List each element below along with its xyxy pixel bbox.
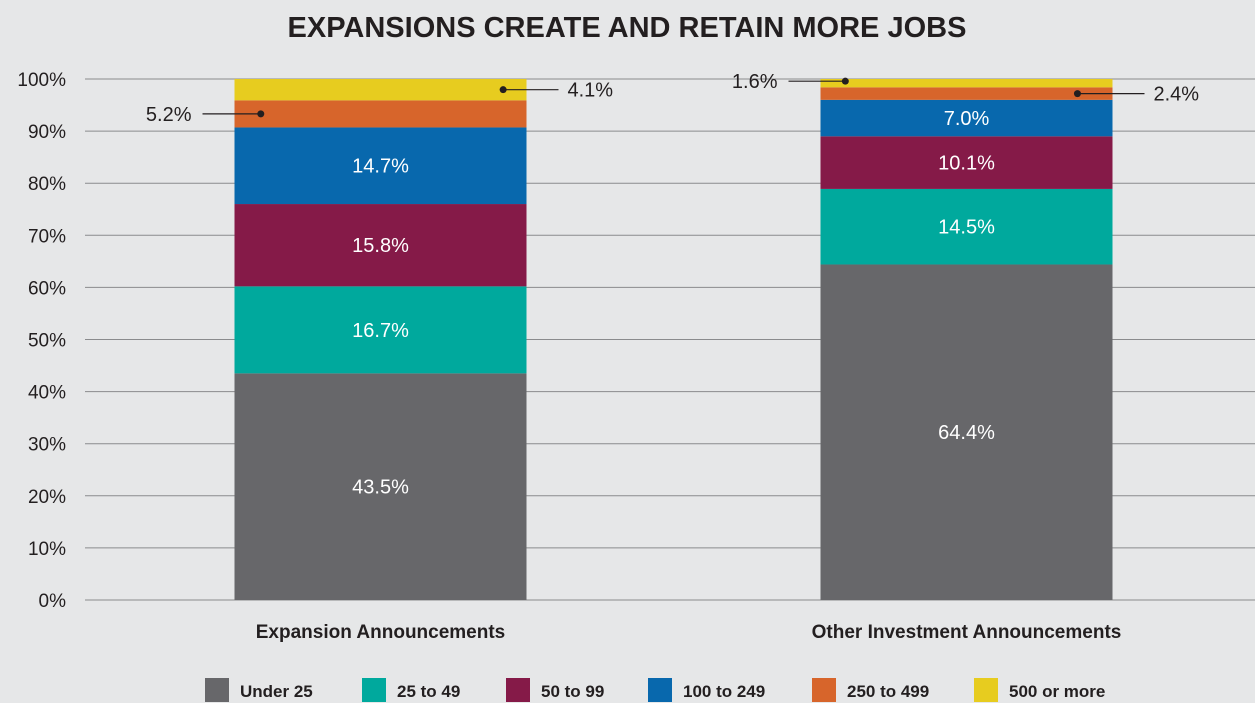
y-tick-label: 70% bbox=[28, 226, 66, 247]
bar-segment bbox=[234, 286, 527, 374]
y-tick-label: 20% bbox=[28, 487, 66, 508]
data-label: 4.1% bbox=[568, 80, 614, 102]
bars bbox=[234, 79, 1113, 600]
bar-segment bbox=[234, 127, 527, 205]
y-tick-label: 40% bbox=[28, 383, 66, 404]
bar-segment bbox=[820, 87, 1113, 100]
legend-label: 500 or more bbox=[1009, 682, 1105, 701]
data-label: 14.5% bbox=[938, 217, 995, 239]
bar-segment bbox=[820, 264, 1113, 600]
data-label: 14.7% bbox=[352, 156, 409, 178]
data-labels: 43.5% 16.7% 15.8% 14.7% 5.2% 4.1% 64.4% 14.5% 10… bbox=[146, 71, 1199, 499]
y-tick-label: 100% bbox=[17, 70, 66, 91]
x-axis-categories: Expansion Announcements Other Investment … bbox=[256, 622, 1122, 643]
legend-label: 100 to 249 bbox=[683, 682, 765, 701]
data-label: 64.4% bbox=[938, 422, 995, 444]
data-label: 2.4% bbox=[1154, 84, 1200, 106]
bar-segment bbox=[820, 79, 1113, 88]
callout-dot bbox=[257, 110, 265, 118]
data-label: 43.5% bbox=[352, 477, 409, 499]
data-label: 7.0% bbox=[944, 108, 990, 130]
y-tick-label: 10% bbox=[28, 539, 66, 560]
legend-label: 25 to 49 bbox=[397, 682, 460, 701]
legend-swatch bbox=[506, 678, 530, 702]
legend-label: 250 to 499 bbox=[847, 682, 929, 701]
y-axis-ticks: 0% 10% 20% 30% 40% 50% 60% 70% 80% 90% 100% bbox=[17, 70, 66, 612]
bar-segment bbox=[234, 204, 527, 287]
legend-swatch bbox=[362, 678, 386, 702]
legend-swatch bbox=[812, 678, 836, 702]
callout-dot bbox=[499, 86, 507, 94]
data-label: 15.8% bbox=[352, 235, 409, 257]
callout-dot bbox=[841, 77, 849, 85]
legend-swatch bbox=[974, 678, 998, 702]
bar-segment bbox=[234, 373, 527, 600]
y-tick-label: 30% bbox=[28, 435, 66, 456]
y-tick-label: 50% bbox=[28, 331, 66, 352]
data-label: 1.6% bbox=[732, 71, 778, 93]
bar-segment bbox=[234, 79, 527, 101]
y-tick-label: 60% bbox=[28, 278, 66, 299]
data-label: 10.1% bbox=[938, 153, 995, 175]
y-tick-label: 0% bbox=[39, 591, 67, 612]
legend-swatch bbox=[205, 678, 229, 702]
legend-swatch bbox=[648, 678, 672, 702]
y-tick-label: 80% bbox=[28, 174, 66, 195]
legend-label: 50 to 99 bbox=[541, 682, 604, 701]
bar-segment bbox=[820, 136, 1113, 189]
data-label: 16.7% bbox=[352, 320, 409, 342]
callout-dot bbox=[1073, 90, 1081, 98]
data-label: 5.2% bbox=[146, 104, 192, 126]
bar-segment bbox=[820, 99, 1113, 137]
legend-label: Under 25 bbox=[240, 682, 313, 701]
chart-title: EXPANSIONS CREATE AND RETAIN MORE JOBS bbox=[288, 12, 967, 44]
legend: Under 25 25 to 49 50 to 99 100 to 249 250 to… bbox=[205, 678, 1105, 702]
x-category-label: Expansion Announcements bbox=[256, 622, 506, 643]
bar-segment bbox=[234, 100, 527, 128]
bar-segment bbox=[820, 188, 1113, 265]
y-tick-label: 90% bbox=[28, 122, 66, 143]
x-category-label: Other Investment Announcements bbox=[812, 622, 1122, 643]
